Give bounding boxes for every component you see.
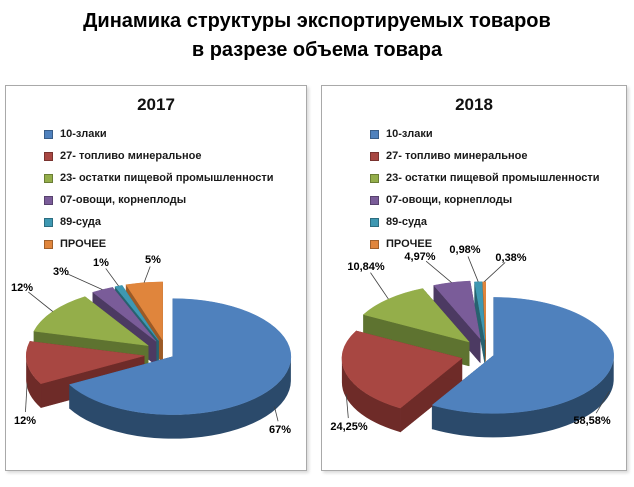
legend-item-label: 89-суда <box>60 216 101 228</box>
label-leader-line <box>274 407 278 422</box>
legend-swatch <box>44 174 53 183</box>
pie-slice-label: 10,84% <box>347 261 385 273</box>
pie-slice-label: 1% <box>93 257 109 269</box>
label-leader-line <box>370 273 388 299</box>
legend-swatch <box>370 174 379 183</box>
legend-item-label: 07-овощи, корнеплоды <box>60 194 186 206</box>
label-leader-line <box>484 262 505 281</box>
legend-swatch <box>44 152 53 161</box>
legend-swatch <box>44 130 53 139</box>
legend-item: 10-злаки <box>370 123 626 145</box>
legend-item: 23- остатки пищевой промышленности <box>370 167 626 189</box>
page-title-line1: Динамика структуры экспортируемых товаро… <box>83 10 551 32</box>
legend-item: 07-овощи, корнеплоды <box>370 189 626 211</box>
page-title: Динамика структуры экспортируемых товаро… <box>0 7 634 65</box>
label-leader-line <box>28 292 52 312</box>
pie-slice-label: 24,25% <box>330 421 368 433</box>
chart-title-2018: 2018 <box>322 95 626 115</box>
legend-swatch <box>44 196 53 205</box>
pie-chart-2018: 58,58% 24,25% 10,84% 4,97% 0,98% 0,38% <box>322 230 626 470</box>
legend-item: 23- остатки пищевой промышленности <box>44 167 306 189</box>
chart-panel-2018: 2018 10-злаки 27- топливо минеральное 23- … <box>321 85 627 471</box>
legend-item-label: 10-злаки <box>386 128 433 140</box>
pie-slice-label: 0,38% <box>495 252 526 264</box>
legend-item: 10-злаки <box>44 123 306 145</box>
legend-item-label: 23- остатки пищевой промышленности <box>60 172 274 184</box>
label-leader-line <box>468 256 478 281</box>
label-leader-line <box>106 268 119 286</box>
legend-item-label: 27- топливо минеральное <box>60 150 201 162</box>
legend-item-label: 10-злаки <box>60 128 107 140</box>
legend-item: 27- топливо минеральное <box>44 145 306 167</box>
pie-slice-label: 5% <box>145 254 161 266</box>
legend-item: 27- топливо минеральное <box>370 145 626 167</box>
chart-title-2017: 2017 <box>6 95 306 115</box>
pie-slice-label: 0,98% <box>449 244 480 256</box>
pie-slice-label: 12% <box>11 282 33 294</box>
pie-slice-label: 12% <box>14 415 36 427</box>
chart-panel-2017: 2017 10-злаки 27- топливо минеральное 23- … <box>5 85 307 471</box>
pie-slice-label: 3% <box>53 266 69 278</box>
label-leader-line <box>25 383 27 412</box>
legend-item: 07-овощи, корнеплоды <box>44 189 306 211</box>
pie-chart-2017: 67% 12% 12% 3% 1% 5% <box>6 230 306 470</box>
charts-container: 2017 10-злаки 27- топливо минеральное 23- … <box>0 85 634 471</box>
label-leader-line <box>426 261 451 282</box>
label-leader-line <box>144 266 150 282</box>
pie-slice-label: 4,97% <box>404 251 435 263</box>
legend-swatch <box>370 196 379 205</box>
legend-swatch <box>370 218 379 227</box>
label-leader-line <box>68 274 102 289</box>
legend-item-label: 23- остатки пищевой промышленности <box>386 172 600 184</box>
pie-slice-label: 58,58% <box>573 415 611 427</box>
pie-slice-label: 67% <box>269 424 291 436</box>
legend-swatch <box>370 152 379 161</box>
legend-item-label: 27- топливо минеральное <box>386 150 527 162</box>
page-title-line2: в разрезе объема товара <box>192 39 442 61</box>
legend-swatch <box>370 130 379 139</box>
legend-item-label: 07-овощи, корнеплоды <box>386 194 512 206</box>
legend-swatch <box>44 218 53 227</box>
legend-item-label: 89-суда <box>386 216 427 228</box>
